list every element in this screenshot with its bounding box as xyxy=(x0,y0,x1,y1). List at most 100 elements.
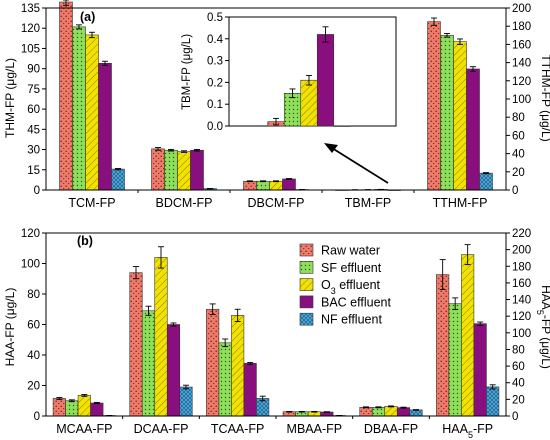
panel-b-y-right-tick-label: 20 xyxy=(512,394,525,406)
panel-a-bar xyxy=(243,180,257,191)
panel-b-y-tick-label: 20 xyxy=(27,381,40,393)
legend-entry: NF effluent xyxy=(299,313,382,327)
panel-a-bar xyxy=(190,149,204,191)
panel-a-error-bar xyxy=(155,147,161,151)
panel-b-y-right-tick-label: 100 xyxy=(512,328,531,340)
inset-axes: 0.0 0.1 0.2 0.3 0.4 0.5 xyxy=(207,12,229,133)
panel-b-error-bar xyxy=(247,362,254,365)
panel-b-bar xyxy=(52,398,66,417)
inset-bar xyxy=(316,34,335,127)
panel-b-y-tick-label: 100 xyxy=(21,259,40,271)
panel-a-y-tick-label: 105 xyxy=(21,43,40,55)
legend-label: O3 effluent xyxy=(321,278,381,296)
panel-b-x-tick-label: MCAA-FP xyxy=(56,422,112,436)
panel-a-y-tick-label: 120 xyxy=(21,23,40,35)
panel-a-y-right-tick-label: 120 xyxy=(512,76,531,88)
panel-a-y-tick-label: 30 xyxy=(27,145,40,157)
panel-a-y-right-tick-label: 160 xyxy=(512,39,531,51)
panel-a-axes: TCM-FP BDCM-FP DBCM-FP TBM-FP TTHM-FP 0 15 30 45… xyxy=(21,3,531,210)
panel-b-error-bar xyxy=(234,308,241,322)
panel-b-x-tick-label: MBAA-FP xyxy=(287,422,343,436)
panel-b-y-right-tick-label: 140 xyxy=(512,295,531,307)
panel-a-bar xyxy=(98,62,112,191)
legend-entry: BAC effluent xyxy=(299,295,391,309)
panel-a-x-tick-label: BDCM-FP xyxy=(156,196,213,210)
panel-b-label: (b) xyxy=(77,234,93,248)
panel-b-bar xyxy=(166,324,181,417)
panel-b-y-right-tick-label: 180 xyxy=(512,261,531,273)
panel-b-error-bar xyxy=(375,406,382,409)
panel-a-error-bar xyxy=(247,180,253,183)
panel-b-y-tick-label: 120 xyxy=(21,228,40,240)
panel-a-y-right-tick-label: 40 xyxy=(512,149,525,161)
inset-error-bar xyxy=(306,74,312,86)
panel-b-bar xyxy=(359,407,373,417)
panel-a-bar xyxy=(72,26,86,191)
panel-a-y-tick-label: 15 xyxy=(27,165,40,177)
panel-a-error-bar xyxy=(63,0,69,6)
panel-b-y-right-tick-label: 160 xyxy=(512,278,531,290)
panel-a-y-right-tick-label: 60 xyxy=(512,130,525,142)
panel-b-x-tick-label: DCAA-FP xyxy=(134,422,189,436)
panel-a-error-bar xyxy=(168,148,174,152)
panel-b-error-bar xyxy=(489,384,496,390)
panel-a-error-bar xyxy=(273,180,279,183)
panel-b-bar xyxy=(65,400,79,417)
panel-b-bar xyxy=(154,257,168,417)
panel-a-y-right-tick-label: 20 xyxy=(512,167,525,179)
panel-a-error-bar xyxy=(194,148,200,152)
panel-a-error-bar xyxy=(181,150,187,153)
inset-bar xyxy=(300,79,318,127)
panel-a-bar xyxy=(440,34,454,191)
panel-b-y-right-tick-label: 80 xyxy=(512,344,525,356)
panel-b-error-bar xyxy=(439,259,446,291)
panel-b-bar xyxy=(77,395,91,417)
panel-b-error-bar xyxy=(259,395,266,402)
panel-b-error-bar xyxy=(400,406,407,409)
panel-b-error-bar xyxy=(311,410,318,413)
legend-label: BAC effluent xyxy=(321,295,391,309)
panel-b-error-bar xyxy=(133,266,139,280)
panel-b-bars xyxy=(52,244,500,417)
legend-swatch xyxy=(299,295,314,309)
panel-b-y-right-tick-label: 60 xyxy=(512,361,525,373)
panel-a-y-tick-label: 60 xyxy=(27,104,40,116)
panel-a-error-bar xyxy=(457,38,463,45)
panel-b-bar xyxy=(129,272,143,417)
panel-a-bar xyxy=(59,1,73,191)
inset-error-bar xyxy=(289,88,296,99)
panel-a-y-right-tick-label: 200 xyxy=(512,3,531,15)
panel-b-y-right-axis-title: HAA5-FP (μg/L) xyxy=(535,285,550,369)
panel-b-error-bar xyxy=(68,399,75,403)
panel-b-y-right-tick-label: 120 xyxy=(512,311,531,323)
panel-b-y-axis-title: HAA-FP (μg/L) xyxy=(3,288,17,367)
legend-label: Raw water xyxy=(321,244,380,258)
panel-b-error-bar xyxy=(323,411,330,413)
panel-b-bar xyxy=(371,407,386,417)
panel-b-error-bar xyxy=(183,384,189,390)
panel-b-bar xyxy=(218,342,232,417)
panel-a-y-tick-label: 90 xyxy=(27,64,40,76)
panel-b-error-bar xyxy=(388,405,394,408)
inset-y-tick-label: 0.4 xyxy=(207,34,224,46)
panel-a-y-right-tick-label: 80 xyxy=(512,112,525,124)
panel-b-error-bar xyxy=(222,338,229,348)
panel-b-bar xyxy=(486,386,500,417)
panel-b-error-bar xyxy=(477,321,484,326)
inset-y-tick-label: 0.1 xyxy=(207,99,223,111)
panel-b-bar xyxy=(396,407,411,417)
panel-a-y-axis-title: THM-FP (μg/L) xyxy=(3,58,17,138)
panel-a-error-bar xyxy=(102,60,108,66)
panel-b-x-tick-label: HAA5-FP xyxy=(442,422,493,440)
panel-a-x-tick-label: TTHM-FP xyxy=(433,196,488,210)
panel-b-y-tick-label: 60 xyxy=(27,320,40,332)
panel-b-error-bar xyxy=(56,397,63,400)
inset-bar xyxy=(333,125,351,127)
panel-b-error-bar xyxy=(145,305,152,316)
inset-y-tick-label: 0.5 xyxy=(207,12,223,24)
panel-a-y-right-tick-label: 140 xyxy=(512,58,531,70)
panel-a-bar xyxy=(466,68,480,191)
legend-label: SF effluent xyxy=(321,261,382,275)
panel-b-bar xyxy=(206,308,220,417)
